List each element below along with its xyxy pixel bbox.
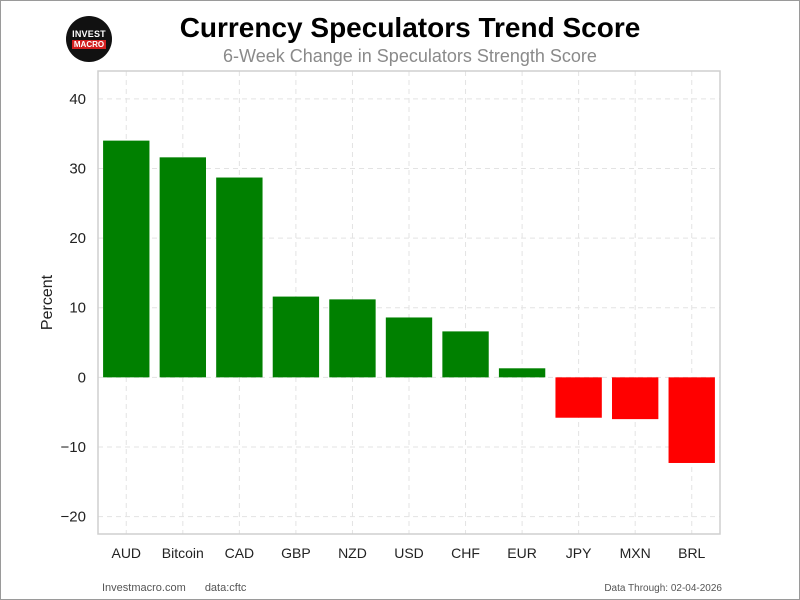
footer-left: Investmacro.com data:cftc — [102, 582, 246, 594]
footer-data-through: Data Through: 02-04-2026 — [604, 583, 722, 594]
axes-border — [97, 70, 721, 535]
bar — [668, 377, 715, 463]
bar — [103, 140, 150, 378]
logo-text-invest: INVEST — [72, 29, 106, 39]
y-tick-label: 40 — [69, 91, 86, 108]
y-tick-label: −10 — [61, 439, 86, 456]
y-tick-label: 30 — [69, 160, 86, 177]
investmacro-logo: INVEST MACRO — [66, 16, 112, 62]
x-tick-label: JPY — [566, 545, 592, 561]
y-tick-label: 0 — [78, 369, 86, 386]
y-tick-label: 10 — [69, 300, 86, 317]
bar — [442, 331, 489, 378]
bar — [611, 377, 659, 420]
x-tick-label: AUD — [111, 545, 141, 561]
bar — [159, 157, 207, 378]
x-tick-label: MXN — [620, 545, 651, 561]
x-tick-label: CHF — [451, 545, 480, 561]
logo-text-macro: MACRO — [71, 40, 107, 49]
y-tick-label: −20 — [61, 509, 86, 526]
bar — [329, 299, 376, 378]
bar — [385, 317, 433, 378]
x-tick-label: GBP — [281, 545, 311, 561]
chart-title: Currency Speculators Trend Score — [179, 12, 641, 43]
bar — [216, 177, 263, 378]
x-tick-label: CAD — [225, 545, 255, 561]
bar — [272, 296, 320, 378]
bar — [498, 368, 546, 378]
y-axis-label: Percent — [39, 274, 56, 330]
footer-site: Investmacro.com — [102, 582, 186, 594]
chart-subtitle: 6-Week Change in Speculators Strength Sc… — [223, 46, 597, 66]
x-tick-label: EUR — [507, 545, 537, 561]
footer-source: data:cftc — [204, 582, 247, 594]
y-tick-label: 20 — [69, 230, 86, 247]
x-tick-label: USD — [394, 545, 424, 561]
x-tick-label: Bitcoin — [162, 545, 204, 561]
x-tick-label: NZD — [338, 545, 367, 561]
x-tick-label: BRL — [678, 545, 705, 561]
bar — [555, 377, 602, 418]
